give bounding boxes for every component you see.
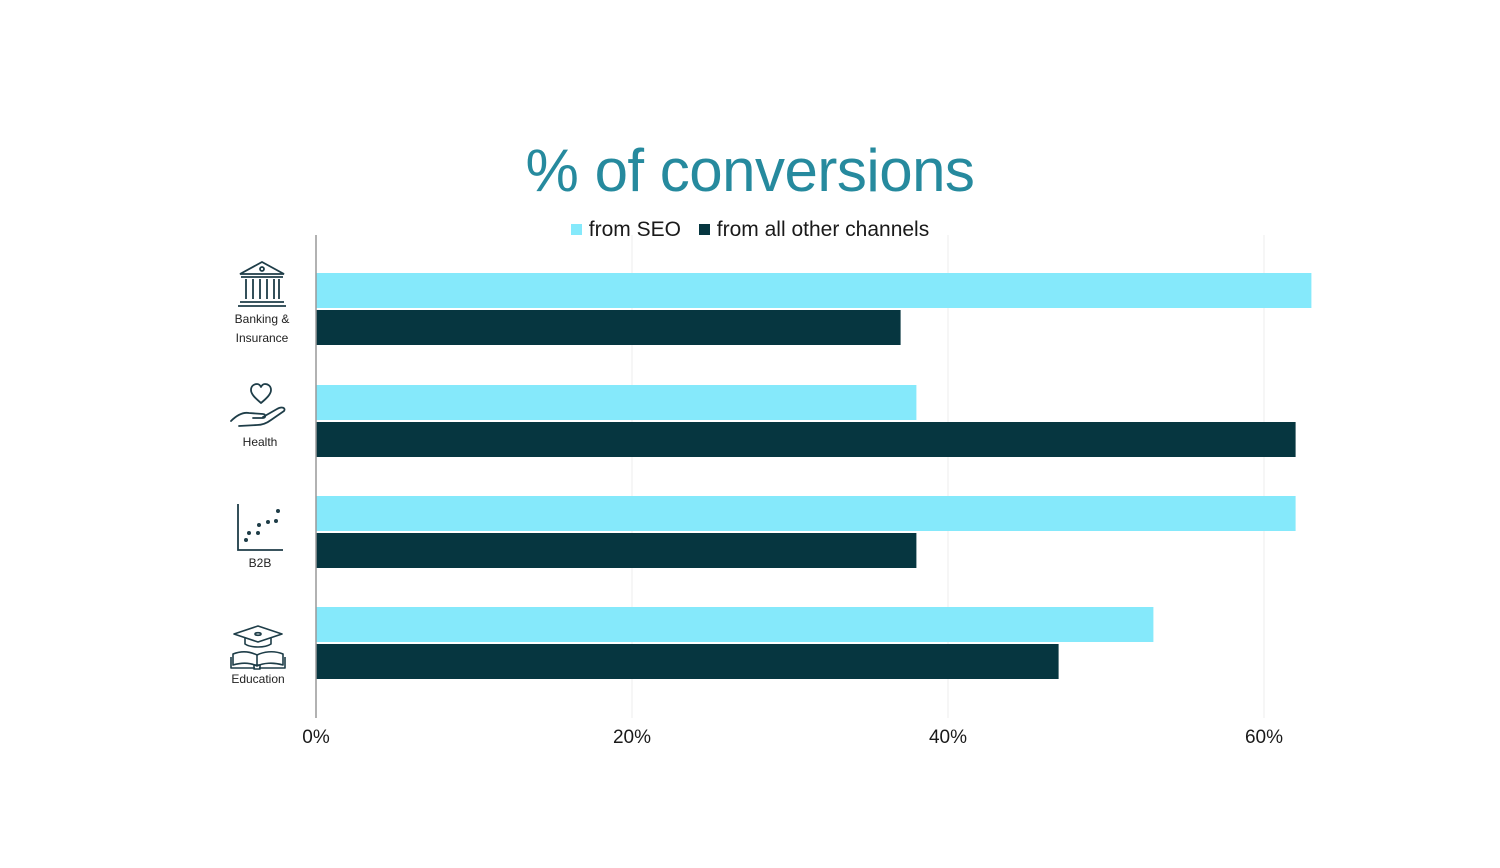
scatter-plot-icon [237, 504, 283, 551]
bar-other-0 [316, 310, 901, 345]
category-health: Health [210, 381, 310, 452]
legend-item-other: from all other channels [698, 217, 930, 242]
category-label-health: Health [242, 435, 278, 449]
legend-swatch-seo [570, 224, 582, 235]
category-education: Education [208, 624, 308, 689]
bar-seo-0 [316, 273, 1312, 308]
x-tick-label-2: 40% [929, 727, 967, 748]
category-label-b2b: B2B [248, 556, 272, 570]
x-tick-label-1: 20% [613, 727, 651, 748]
legend-item-seo: from SEO [570, 217, 681, 242]
bar-seo-1 [316, 385, 917, 420]
bar-other-2 [316, 533, 917, 568]
x-tick-label-3: 60% [1245, 727, 1283, 748]
legend-label-other: from all other channels [716, 217, 930, 241]
graduation-book-icon [230, 625, 286, 670]
heart-hand-icon [230, 383, 286, 427]
bar-other-3 [316, 644, 1059, 679]
category-label-banking-1: Banking & [234, 312, 290, 326]
x-tick-label-0: 0% [302, 727, 330, 748]
category-label-banking-2: Insurance [235, 331, 289, 345]
chart-legend: from SEO from all other channels [0, 217, 1500, 242]
legend-label-seo: from SEO [588, 217, 681, 241]
category-label-education: Education [231, 672, 285, 686]
bar-seo-3 [316, 607, 1154, 642]
bar-other-1 [316, 422, 1296, 457]
bar-seo-2 [316, 496, 1296, 531]
bank-icon [238, 260, 286, 307]
category-b2b: B2B [210, 502, 310, 573]
category-banking: Banking & Insurance [212, 260, 312, 348]
chart-title: % of conversions [525, 137, 975, 204]
legend-swatch-other [698, 224, 710, 235]
